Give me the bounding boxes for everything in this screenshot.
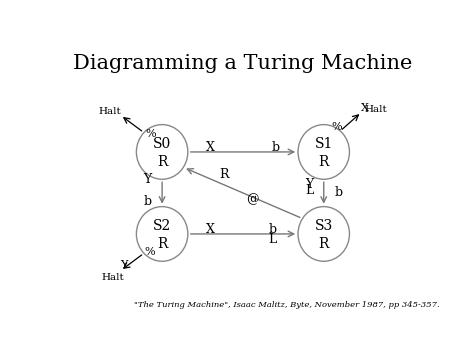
Text: Diagramming a Turing Machine: Diagramming a Turing Machine bbox=[73, 54, 412, 72]
Text: S1: S1 bbox=[315, 137, 333, 151]
Text: Y: Y bbox=[120, 260, 128, 270]
Text: b: b bbox=[268, 223, 276, 235]
Text: b: b bbox=[272, 141, 280, 153]
Text: b: b bbox=[143, 195, 152, 208]
Text: "The Turing Machine", Isaac Malitz, Byte, November 1987, pp 345-357.: "The Turing Machine", Isaac Malitz, Byte… bbox=[134, 301, 440, 309]
Text: %: % bbox=[331, 122, 342, 132]
Text: S2: S2 bbox=[153, 219, 171, 233]
Text: X: X bbox=[361, 103, 369, 113]
Text: Halt: Halt bbox=[102, 273, 125, 282]
Text: R: R bbox=[219, 168, 229, 181]
Text: Y: Y bbox=[143, 173, 152, 186]
Text: @: @ bbox=[246, 193, 259, 206]
Text: %: % bbox=[144, 247, 155, 257]
Ellipse shape bbox=[137, 125, 188, 179]
Text: R: R bbox=[157, 154, 167, 169]
Text: X: X bbox=[205, 223, 214, 235]
Text: S3: S3 bbox=[315, 219, 333, 233]
Text: Y: Y bbox=[305, 178, 313, 191]
Ellipse shape bbox=[298, 125, 349, 179]
Text: R: R bbox=[319, 236, 329, 251]
Text: Halt: Halt bbox=[98, 106, 121, 116]
Text: b: b bbox=[334, 186, 343, 200]
Text: R: R bbox=[319, 154, 329, 169]
Text: R: R bbox=[157, 236, 167, 251]
Text: %: % bbox=[145, 129, 156, 139]
Text: X: X bbox=[205, 141, 214, 153]
Text: L: L bbox=[305, 184, 313, 197]
Text: S0: S0 bbox=[153, 137, 171, 151]
Ellipse shape bbox=[298, 207, 349, 261]
Text: L: L bbox=[268, 234, 276, 246]
Ellipse shape bbox=[137, 207, 188, 261]
Text: Halt: Halt bbox=[365, 105, 388, 114]
